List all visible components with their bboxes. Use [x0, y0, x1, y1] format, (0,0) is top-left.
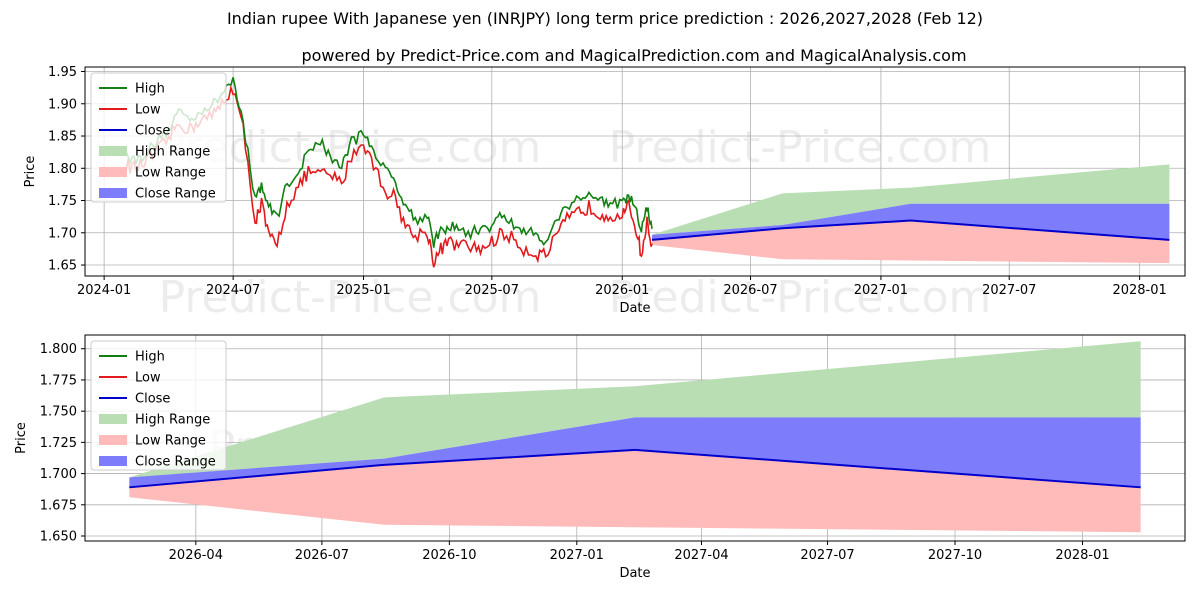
legend-swatch-low_range [99, 167, 127, 177]
legend-label-high_range: High Range [135, 145, 210, 160]
high-range-area [129, 341, 1141, 478]
y-tick-label: 1.85 [48, 130, 77, 145]
legend-swatch-low_range [99, 435, 127, 445]
x-axis-label: Date [619, 566, 650, 581]
x-tick-label: 2024-07 [206, 283, 260, 298]
legend: High Low Close High Range Low Range Close Ran… [90, 72, 227, 203]
x-tick-label: 2026-07 [723, 283, 777, 298]
chart-subtitle: powered by Predict-Price.com and Magical… [301, 46, 967, 65]
x-tick-label: 2025-01 [336, 283, 390, 298]
x-tick-label: 2024-01 [77, 283, 131, 298]
legend-swatch-close_range [99, 456, 127, 466]
plot-frame [84, 334, 1186, 542]
y-tick-label: 1.675 [40, 498, 77, 513]
y-tick-label: 1.775 [40, 373, 77, 388]
y-tick-label: 1.750 [40, 405, 77, 420]
legend-swatch-close_range [99, 188, 127, 198]
y-tick-label: 1.700 [40, 467, 77, 482]
top-chart-panel: Predict-Price.com Predict-Price.com Predic… [23, 65, 1186, 323]
y-tick-label: 1.65 [48, 259, 77, 274]
x-tick-label: 2027-07 [982, 283, 1036, 298]
legend-label-close_range: Close Range [135, 455, 216, 470]
close-range-area [652, 203, 1170, 240]
x-axis-label: Date [619, 301, 650, 316]
legend-label-high: High [135, 350, 165, 365]
x-tick-label: 2027-10 [928, 548, 982, 563]
x-tick-label: 2027-01 [854, 283, 908, 298]
x-tick-label: 2026-04 [169, 548, 223, 563]
high-range-area [652, 164, 1170, 235]
y-tick-label: 1.75 [48, 194, 77, 209]
low-range-area [129, 449, 1141, 533]
y-tick-label: 1.800 [40, 342, 77, 357]
chart-title: Indian rupee With Japanese yen (INRJPY) … [226, 9, 984, 28]
close-range-area [129, 417, 1141, 488]
y-tick-label: 1.90 [48, 97, 77, 112]
plot-frame [84, 66, 1186, 277]
legend-label-close_range: Close Range [135, 187, 216, 202]
y-tick-label: 1.70 [48, 226, 77, 241]
legend-label-low_range: Low Range [135, 434, 206, 449]
y-axis-label: Price [14, 422, 29, 454]
x-tick-label: 2026-07 [295, 548, 349, 563]
legend-label-close: Close [135, 124, 170, 139]
legend-label-low: Low [135, 103, 161, 118]
legend-label-low_range: Low Range [135, 166, 206, 181]
x-tick-label: 2025-07 [465, 283, 519, 298]
watermark-text: Predict-Price.com [609, 122, 992, 173]
y-tick-label: 1.80 [48, 162, 77, 177]
y-tick-label: 1.725 [40, 436, 77, 451]
close-forecast-line [129, 448, 1141, 489]
close-forecast-line [651, 219, 1170, 241]
x-tick-label: 2026-01 [595, 283, 649, 298]
legend-label-high: High [135, 82, 165, 97]
x-tick-label: 2027-04 [674, 548, 728, 563]
x-tick-label: 2027-07 [800, 548, 854, 563]
x-tick-label: 2027-01 [550, 548, 604, 563]
watermark-text: Predict-Price.com [609, 272, 992, 323]
legend: High Low Close High Range Low Range Close Ran… [90, 340, 227, 471]
legend-label-low: Low [135, 371, 161, 386]
x-tick-label: 2028-01 [1112, 283, 1166, 298]
watermark-text: Predict-Price.com [159, 272, 542, 323]
bottom-chart-panel: Predict-Price.comPredict-Price.com2026-0… [14, 334, 1186, 581]
y-tick-label: 1.95 [48, 65, 77, 80]
x-tick-label: 2028-01 [1055, 548, 1109, 563]
y-tick-label: 1.650 [40, 530, 77, 545]
legend-swatch-high_range [99, 146, 127, 156]
y-axis-label: Price [23, 156, 38, 188]
legend-label-close: Close [135, 392, 170, 407]
legend-swatch-high_range [99, 414, 127, 424]
legend-label-high_range: High Range [135, 413, 210, 428]
x-tick-label: 2026-10 [422, 548, 476, 563]
